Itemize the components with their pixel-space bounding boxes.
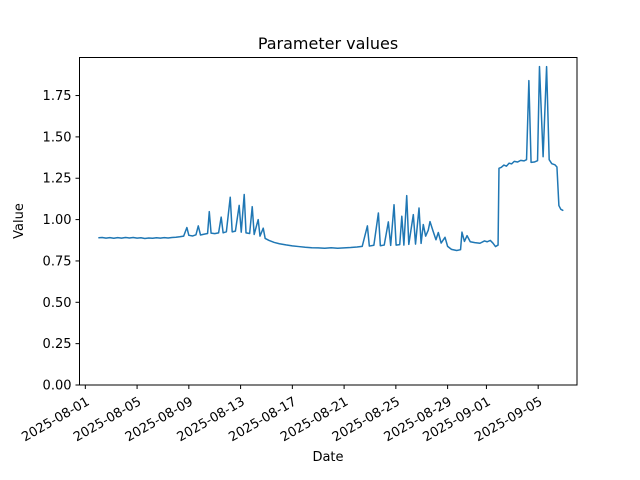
y-tick-label: 1.50 [43, 130, 72, 145]
y-tick-label: 0.50 [43, 296, 72, 311]
data-series-group [98, 65, 564, 252]
y-axis-ticks: 0.00 0.25 0.50 0.75 1.00 1.25 1.50 1.75 [43, 89, 80, 394]
chart-title: Parameter values [258, 34, 398, 53]
y-tick-label: 1.75 [43, 89, 72, 104]
y-tick-label: 1.25 [43, 172, 72, 187]
y-tick-label: 1.00 [43, 213, 72, 228]
data-line [98, 65, 564, 252]
x-axis-label: Date [312, 450, 343, 465]
y-axis-label: Value [12, 203, 27, 239]
y-tick-label: 0.25 [43, 337, 72, 352]
x-axis-ticks: 2025-08-012025-08-052025-08-092025-08-13… [19, 385, 545, 445]
y-tick-label: 0.75 [43, 254, 72, 269]
y-tick-label: 0.00 [43, 379, 72, 394]
plot-border [79, 57, 578, 386]
